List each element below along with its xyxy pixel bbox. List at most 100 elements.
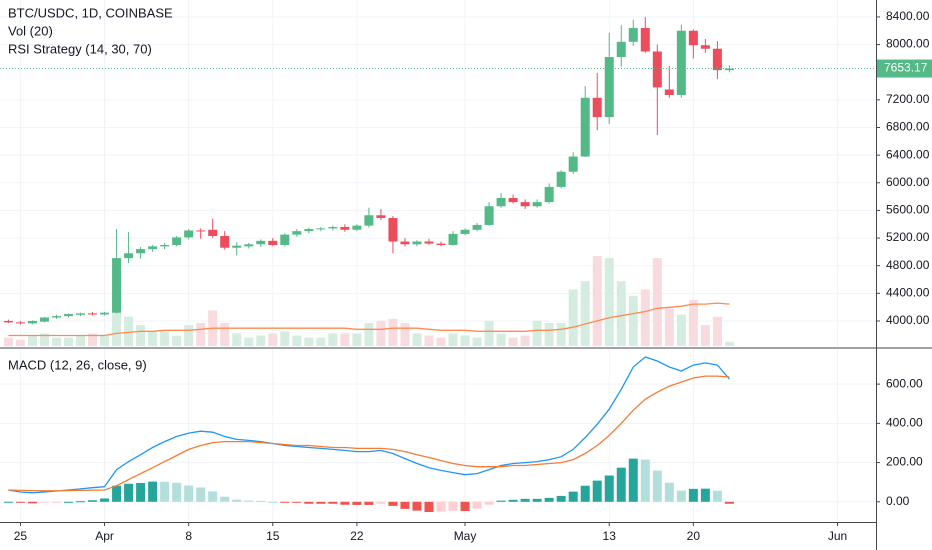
histogram-bar bbox=[39, 501, 49, 503]
histogram-bar bbox=[15, 501, 25, 503]
histogram-bar bbox=[712, 490, 722, 502]
y-tick-label: 4000.00 bbox=[886, 313, 930, 327]
candle-body bbox=[532, 202, 542, 207]
candle-body bbox=[112, 258, 122, 313]
candle-body bbox=[700, 45, 710, 49]
volume-bar bbox=[388, 318, 398, 346]
candle-body bbox=[628, 27, 638, 42]
candle-body bbox=[292, 231, 302, 235]
histogram-bar bbox=[424, 501, 434, 512]
candle-body bbox=[88, 313, 98, 315]
volume-bar bbox=[256, 335, 266, 346]
candle-body bbox=[39, 317, 49, 322]
y-tick-label: 5200.00 bbox=[886, 230, 930, 244]
y-tick-label: 600.00 bbox=[886, 376, 923, 390]
histogram-bar bbox=[604, 475, 614, 502]
candle-body bbox=[256, 240, 266, 245]
histogram-bar bbox=[520, 498, 530, 502]
x-tick-label: 22 bbox=[350, 529, 364, 543]
candle-body bbox=[448, 233, 458, 245]
candle-body bbox=[160, 244, 170, 247]
candle-body bbox=[412, 241, 422, 245]
candle-body bbox=[184, 230, 194, 238]
y-tick-label: 5600.00 bbox=[886, 203, 930, 217]
candle-body bbox=[27, 320, 37, 324]
volume-bar bbox=[544, 322, 554, 346]
histogram-bar bbox=[76, 501, 86, 503]
volume-bar bbox=[148, 331, 158, 346]
histogram-bar bbox=[508, 499, 518, 502]
volume-bar bbox=[100, 335, 110, 346]
candle-body bbox=[688, 30, 698, 46]
histogram-bar bbox=[640, 459, 650, 502]
candle-body bbox=[100, 312, 110, 315]
candle-body bbox=[640, 27, 650, 52]
candle-body bbox=[604, 57, 614, 118]
histogram-bar bbox=[304, 501, 314, 504]
histogram-bar bbox=[136, 482, 146, 502]
volume-bar bbox=[220, 322, 230, 346]
candle-body bbox=[232, 245, 242, 248]
candle-body bbox=[712, 48, 722, 71]
candle-body bbox=[424, 241, 434, 244]
candle-body bbox=[556, 171, 566, 187]
histogram-bar bbox=[280, 501, 290, 503]
candle-body bbox=[496, 197, 506, 207]
volume-bar bbox=[88, 333, 98, 346]
signal-line bbox=[8, 375, 730, 492]
last-price-label: 7653.17 bbox=[884, 61, 928, 75]
histogram-bar bbox=[100, 498, 110, 502]
candle-body bbox=[304, 229, 314, 232]
histogram-bar bbox=[256, 500, 266, 502]
strategy-legend: RSI Strategy (14, 30, 70) bbox=[8, 41, 152, 56]
histogram-bar bbox=[436, 501, 446, 512]
histogram-bar bbox=[616, 467, 626, 502]
candle-body bbox=[592, 97, 602, 118]
candle-body bbox=[520, 202, 530, 207]
y-tick-label: 8000.00 bbox=[886, 37, 930, 51]
histogram-bar bbox=[292, 501, 302, 503]
candle-body bbox=[148, 246, 158, 250]
candle-body bbox=[136, 249, 146, 254]
histogram-bar bbox=[652, 470, 662, 502]
volume-bar bbox=[364, 322, 374, 346]
candle-body bbox=[196, 230, 206, 232]
candle-body bbox=[3, 320, 13, 323]
volume-bar bbox=[136, 325, 146, 346]
candle-body bbox=[352, 225, 362, 230]
histogram-bar bbox=[268, 501, 278, 503]
histogram-bar bbox=[376, 501, 386, 504]
volume-bar bbox=[172, 335, 182, 346]
candle-body bbox=[664, 89, 674, 96]
volume-bar bbox=[580, 281, 590, 346]
histogram-bar bbox=[352, 501, 362, 505]
candle-body bbox=[172, 237, 182, 245]
candle-body bbox=[376, 215, 386, 219]
candle-body bbox=[568, 156, 578, 172]
axes: 4000.00 4400.00 4800.00 5200.00 5600.00 6000.… bbox=[14, 9, 932, 543]
volume-bar bbox=[640, 289, 650, 346]
candle-body bbox=[580, 97, 590, 157]
volume-bar bbox=[460, 335, 470, 346]
histogram-bar bbox=[556, 495, 566, 502]
last-price-tag bbox=[877, 59, 932, 78]
volume-bar bbox=[376, 320, 386, 346]
candle-body bbox=[280, 234, 290, 245]
volume-bar bbox=[652, 258, 662, 346]
candle-body bbox=[340, 227, 350, 230]
candle-body bbox=[208, 229, 218, 236]
volume-bar bbox=[412, 333, 422, 346]
volume-bar bbox=[664, 308, 674, 346]
histogram-bar bbox=[472, 501, 482, 509]
histogram-bar bbox=[592, 480, 602, 502]
volume-bar bbox=[448, 333, 458, 346]
histogram-bar bbox=[388, 501, 398, 506]
volume-bar bbox=[712, 316, 722, 346]
histogram-bar bbox=[580, 485, 590, 502]
volume-bar bbox=[268, 333, 278, 346]
candle-body bbox=[724, 68, 734, 71]
volume-bar bbox=[3, 337, 13, 346]
volume-bar bbox=[352, 333, 362, 346]
y-tick-label: 6400.00 bbox=[886, 147, 930, 161]
